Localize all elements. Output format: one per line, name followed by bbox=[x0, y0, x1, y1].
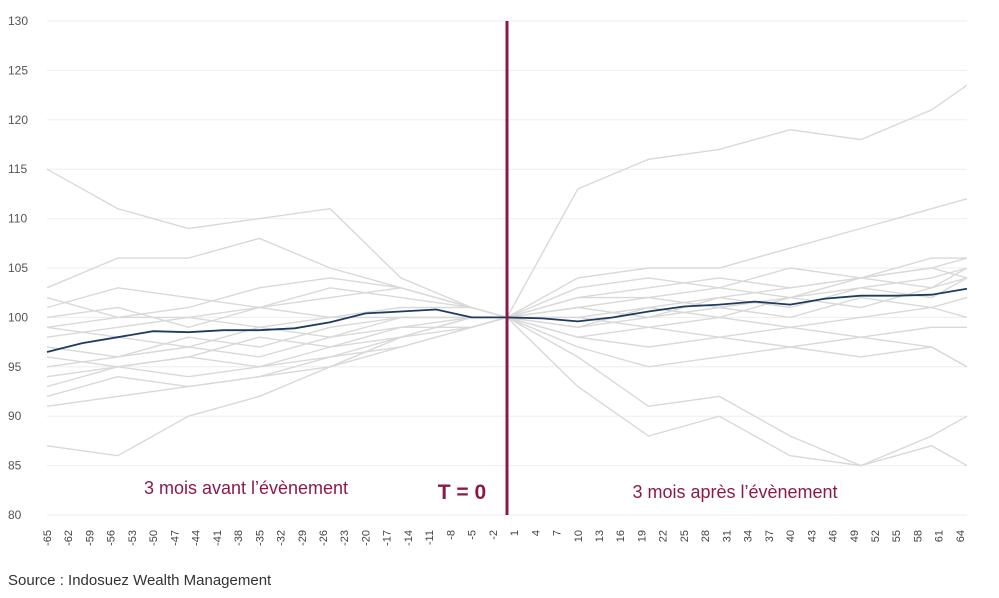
annotation-after: 3 mois après l’évènement bbox=[632, 482, 837, 502]
y-tick-label: 95 bbox=[8, 360, 22, 374]
x-tick-label: 25 bbox=[679, 530, 691, 542]
x-tick-label: 55 bbox=[891, 530, 903, 542]
y-tick-label: 80 bbox=[8, 508, 22, 522]
x-tick-label: 10 bbox=[573, 530, 585, 542]
x-tick-label: -14 bbox=[403, 530, 415, 546]
x-tick-label: -65 bbox=[42, 530, 54, 546]
x-axis-ticks: -65 -62 -59 -56 -53 -50 -47 -44 -41 -38 -35 -32 -29-… bbox=[42, 530, 967, 546]
x-tick-label: -32 bbox=[276, 530, 288, 546]
x-tick-label: 52 bbox=[870, 530, 882, 542]
y-tick-label: 130 bbox=[8, 14, 28, 28]
x-tick-label: 19 bbox=[636, 530, 648, 542]
x-tick-label: 13 bbox=[594, 530, 606, 542]
x-tick-label: 58 bbox=[912, 530, 924, 542]
x-tick-label: -50 bbox=[148, 530, 160, 546]
y-axis-ticks: 80 85 90 95 100 105 110 115 120 125 130 bbox=[8, 14, 28, 522]
x-tick-label: -2 bbox=[488, 530, 500, 540]
x-tick-label: -29 bbox=[297, 530, 309, 546]
x-tick-label: 34 bbox=[743, 530, 755, 542]
x-tick-label: 1 bbox=[509, 530, 521, 536]
x-tick-label: -20 bbox=[360, 530, 372, 546]
x-tick-label: 28 bbox=[700, 530, 712, 542]
x-tick-label: 37 bbox=[764, 530, 776, 542]
x-tick-label: -44 bbox=[191, 530, 203, 546]
x-tick-label: 61 bbox=[934, 530, 946, 542]
y-tick-label: 100 bbox=[8, 310, 28, 324]
y-tick-label: 120 bbox=[8, 113, 28, 127]
x-tick-label: -53 bbox=[127, 530, 139, 546]
x-tick-label: -23 bbox=[339, 530, 351, 546]
x-tick-label: -26 bbox=[318, 530, 330, 546]
x-tick-label: -56 bbox=[106, 530, 118, 546]
x-tick-label: -17 bbox=[382, 530, 394, 546]
x-tick-label: 22 bbox=[658, 530, 670, 542]
y-tick-label: 115 bbox=[8, 162, 27, 176]
x-tick-label: 43 bbox=[806, 530, 818, 542]
y-tick-label: 85 bbox=[8, 459, 22, 473]
x-tick-label: -11 bbox=[424, 530, 436, 545]
x-tick-label: -8 bbox=[445, 530, 457, 540]
source-note: Source : Indosuez Wealth Management bbox=[8, 572, 272, 589]
x-tick-label: 49 bbox=[849, 530, 861, 542]
y-tick-label: 105 bbox=[8, 261, 28, 275]
y-tick-label: 90 bbox=[8, 409, 22, 423]
x-tick-label: 40 bbox=[785, 530, 797, 542]
x-tick-label: 31 bbox=[721, 530, 733, 542]
x-tick-label: 16 bbox=[615, 530, 627, 542]
x-tick-label: -41 bbox=[212, 530, 224, 546]
x-tick-label: -38 bbox=[233, 530, 245, 546]
x-tick-label: -59 bbox=[84, 530, 96, 546]
x-tick-label: -5 bbox=[467, 530, 479, 540]
event-marker-label: T = 0 bbox=[438, 481, 486, 504]
x-tick-label: 64 bbox=[955, 530, 967, 542]
x-tick-label: 46 bbox=[828, 530, 840, 542]
x-tick-label: 4 bbox=[530, 530, 542, 536]
y-tick-label: 110 bbox=[8, 212, 27, 226]
y-tick-label: 125 bbox=[8, 63, 28, 77]
x-tick-label: -35 bbox=[254, 530, 266, 546]
x-tick-label: -62 bbox=[63, 530, 75, 546]
annotation-before: 3 mois avant l’évènement bbox=[144, 478, 348, 498]
x-tick-label: -47 bbox=[169, 530, 181, 546]
x-tick-label: 7 bbox=[552, 530, 564, 536]
